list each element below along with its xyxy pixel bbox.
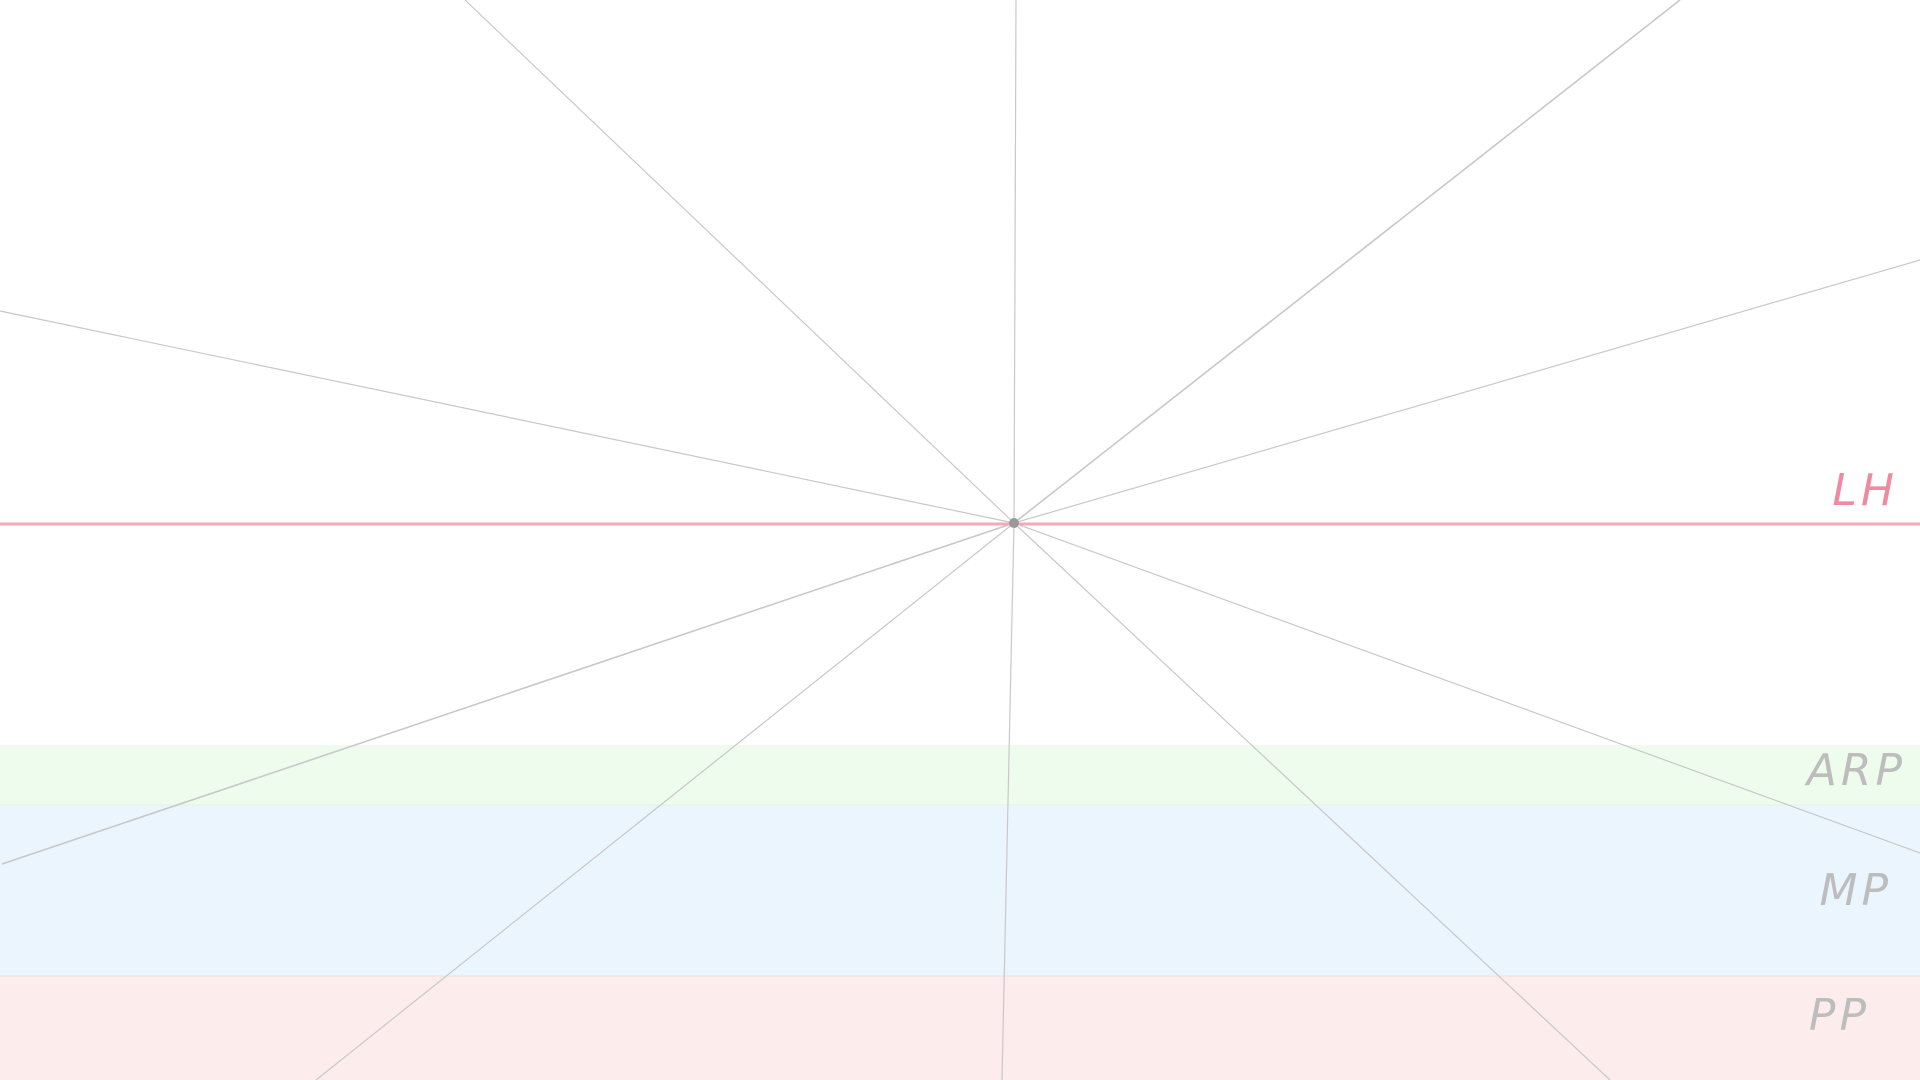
perspective-line — [1013, 522, 1611, 1080]
perspective-line — [315, 522, 1015, 1080]
band-label: PP — [1809, 990, 1870, 1041]
perspective-line — [1013, 259, 1920, 524]
perspective-line — [1013, 0, 1681, 524]
vanishing-point[interactable] — [1009, 518, 1019, 528]
horizon-label: LH — [1832, 465, 1898, 516]
arp-band — [0, 745, 1920, 805]
perspective-line — [0, 310, 1015, 524]
perspective-line — [1001, 522, 1015, 1080]
band-label: MP — [1820, 865, 1893, 916]
perspective-line — [1, 522, 1015, 865]
band-label: ARP — [1804, 745, 1906, 796]
pp-band — [0, 976, 1920, 1080]
mp-band — [0, 805, 1920, 976]
perspective-line — [1013, 522, 1920, 854]
perspective-line — [1013, 0, 1017, 524]
perspective-line — [464, 0, 1015, 524]
